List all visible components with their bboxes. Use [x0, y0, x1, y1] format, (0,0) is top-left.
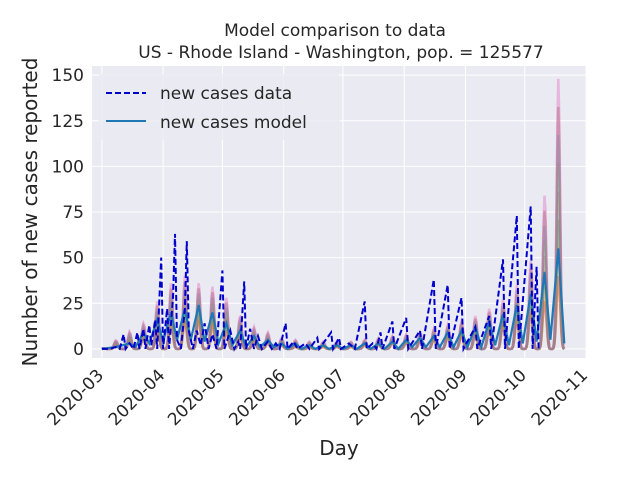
x-tick-label: 2020-10 [466, 366, 530, 430]
x-tick-label: 2020-11 [528, 366, 592, 430]
x-tick-label: 2020-09 [407, 366, 471, 430]
y-tick-label: 75 [62, 203, 84, 223]
y-tick-label: 25 [62, 294, 84, 314]
series-line-new-cases-data [101, 206, 540, 353]
y-tick-label: 50 [62, 249, 84, 269]
x-tick-label: 2020-03 [44, 366, 108, 430]
chart-title-line-2: US - Rhode Island - Washington, pop. = 1… [138, 43, 543, 63]
y-axis-label: Number of new cases reported [18, 58, 42, 367]
x-tick-label: 2020-08 [346, 366, 410, 430]
y-tick-label: 100 [52, 157, 84, 177]
y-tick-label: 0 [73, 340, 84, 360]
x-axis-label: Day [319, 436, 359, 460]
x-tick-label: 2020-05 [164, 366, 228, 430]
chart-title: Model comparison to data US - Rhode Isla… [138, 21, 543, 63]
x-tick-label: 2020-07 [285, 366, 349, 430]
series-layer [101, 206, 566, 353]
x-tick-label: 2020-04 [105, 366, 169, 430]
legend: new cases data new cases model [98, 74, 340, 140]
legend-box [98, 74, 340, 140]
legend-label-model: new cases model [160, 113, 307, 133]
legend-label-data: new cases data [160, 84, 292, 104]
y-tick-label: 125 [52, 112, 84, 132]
y-tick-label: 150 [52, 66, 84, 86]
x-tick-label: 2020-06 [225, 366, 289, 430]
chart-title-line-1: Model comparison to data [224, 21, 446, 41]
